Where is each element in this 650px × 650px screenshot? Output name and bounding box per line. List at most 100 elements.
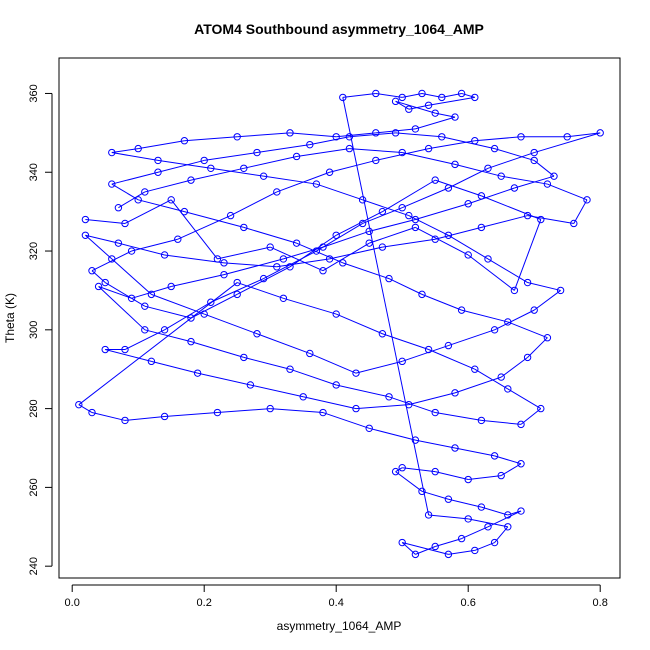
series-segment [111,183,139,201]
series-line [78,92,601,555]
data-point [391,467,400,476]
series-segment [164,412,218,417]
data-point [358,196,367,204]
series-segment [547,183,588,201]
data-point [444,341,453,350]
series-segment [197,372,251,386]
series-segment [494,455,522,465]
series-segment [256,333,310,354]
data-point [358,219,367,228]
series-segment [527,337,548,358]
data-point [464,200,472,208]
x-axis: 0.0 0.2 0.4 0.6 0.8 [65,584,608,609]
data-point [273,263,281,271]
data-point [319,243,327,251]
data-point [471,93,479,102]
data-point [444,184,453,192]
series-segment [144,179,192,193]
data-point [537,215,545,224]
data-point [259,274,268,283]
data-point [451,444,459,452]
data-point [477,416,486,425]
series-segment [283,246,324,260]
y-tick-label: 260 [28,478,40,496]
series-segment [217,246,271,260]
y-tick-label: 280 [28,399,40,417]
series-segment [421,293,462,311]
data-point [207,298,215,306]
series-segment [342,92,376,98]
series-segment [263,175,317,185]
data-point [490,144,499,153]
data-point [431,235,439,243]
series-segment [435,226,482,240]
series-segment [448,498,482,508]
data-point [596,129,604,137]
data-point [121,219,129,228]
series-segment [296,242,343,264]
series-segment [296,148,350,157]
series-segment [316,183,363,201]
series-segment [435,412,482,421]
series-segment [362,199,409,217]
data-point [246,381,255,389]
data-point [339,93,347,102]
series-segment [204,313,258,335]
series-segment [243,356,291,370]
data-point [431,542,439,551]
data-point [444,550,453,559]
data-point [530,306,538,314]
data-point [207,164,215,173]
data-point [490,326,499,334]
data-point [523,211,532,220]
series-segment [507,321,548,339]
series-segment [461,309,508,323]
data-point [405,211,413,220]
data-point [306,140,314,149]
data-point [398,148,406,157]
series-segment [184,136,238,142]
data-point [471,365,479,373]
series-segment [349,148,403,154]
series-segment [448,549,475,555]
series-segment [269,246,324,272]
data-point [444,495,453,503]
data-point [101,278,109,287]
data-point [108,148,116,157]
data-point [431,408,439,417]
data-point [180,207,189,216]
data-point [88,267,96,275]
series-segment [78,282,238,406]
x-tick-label: 0.0 [65,597,80,609]
data-point [154,156,162,165]
series-segment [428,140,475,150]
data-point [484,523,492,531]
data-point [424,101,433,109]
data-point [286,129,294,137]
data-point [332,231,340,239]
data-point [134,196,142,204]
data-point [339,259,347,267]
series-segment [171,274,225,287]
series-segment [138,199,185,213]
data-point [193,369,202,377]
data-point [160,326,169,334]
series-segment [375,128,416,134]
series-segment [382,333,429,350]
data-point [345,133,354,141]
data-point [510,184,519,192]
data-point [259,172,268,180]
series-segment [395,471,423,492]
data-point [418,487,426,496]
series-segment [533,160,555,177]
series-segment [210,278,264,303]
series-segment [243,226,297,244]
series-segment [276,258,330,268]
series-segment [533,290,561,311]
data-point [398,93,406,102]
data-point [583,196,591,204]
data-point [180,137,189,145]
series-segment [428,514,469,520]
data-point [424,511,433,519]
y-tick-label: 360 [28,84,40,102]
